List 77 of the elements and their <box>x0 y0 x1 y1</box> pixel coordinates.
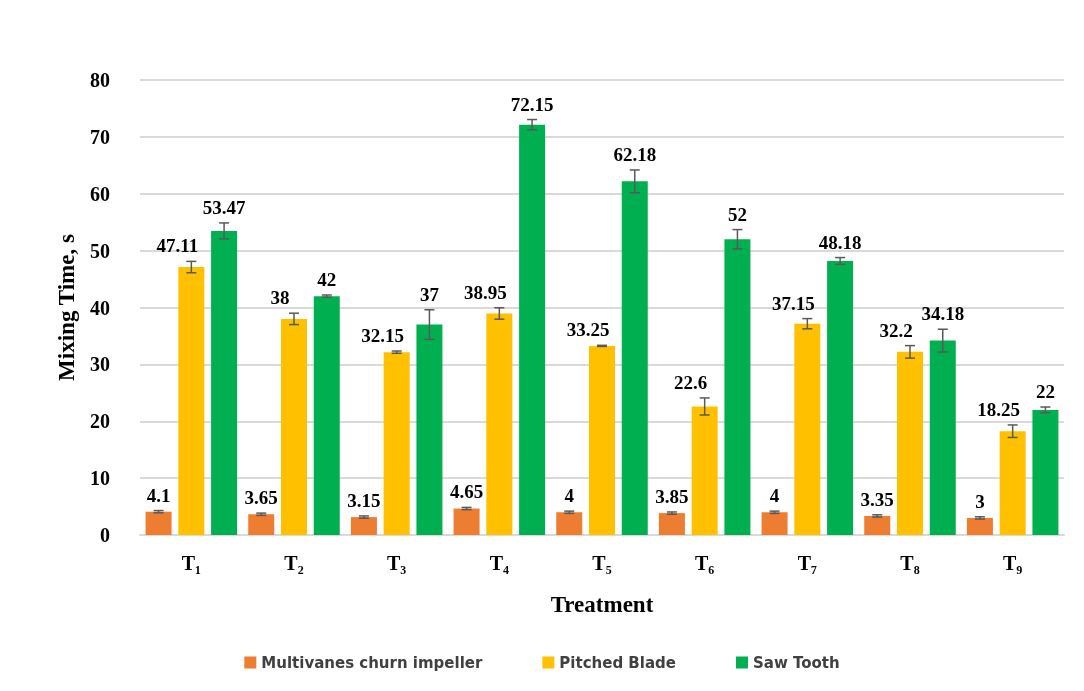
bar <box>248 514 275 535</box>
x-tick-label: T₈ <box>900 552 920 574</box>
x-tick-label: T₃ <box>386 552 407 574</box>
data-label: 3.35 <box>860 488 894 510</box>
data-label: 53.47 <box>202 196 246 218</box>
x-axis-title: Treatment <box>550 592 654 617</box>
legend-label: Multivanes churn impeller <box>261 653 483 672</box>
data-label: 42 <box>317 268 337 290</box>
x-tick-label: T₂ <box>284 552 304 574</box>
legend-label: Pitched Blade <box>559 653 676 672</box>
data-label: 3.85 <box>655 485 689 507</box>
bar <box>350 517 377 535</box>
data-label: 22 <box>1035 381 1055 403</box>
y-tick-label: 30 <box>90 353 110 376</box>
bar <box>794 323 821 535</box>
data-label: 37.15 <box>771 292 815 314</box>
bar <box>897 351 923 535</box>
bar <box>453 508 480 535</box>
data-label: 48.18 <box>818 231 862 253</box>
bar <box>658 513 685 535</box>
bar <box>589 345 615 535</box>
data-label: 4.65 <box>449 481 484 503</box>
data-label: 3 <box>975 490 985 512</box>
bar <box>864 515 891 535</box>
data-label: 38.95 <box>463 281 507 303</box>
bar <box>999 431 1026 535</box>
data-label: 18.25 <box>977 398 1021 420</box>
data-label: 3.15 <box>347 489 381 511</box>
bar <box>383 352 410 535</box>
y-tick-label: 60 <box>90 182 110 205</box>
x-tick-label: T₄ <box>489 552 510 574</box>
y-tick-label: 10 <box>90 467 110 490</box>
bar <box>145 511 172 535</box>
y-tick-label: 50 <box>90 239 110 262</box>
y-axis-title: Mixing Time, s <box>54 234 79 381</box>
y-tick-label: 40 <box>90 296 110 319</box>
bar <box>621 181 648 535</box>
bar <box>178 267 205 535</box>
bar <box>929 340 956 535</box>
data-label: 62.18 <box>613 143 657 165</box>
y-tick-label: 20 <box>90 410 110 433</box>
bar <box>761 512 788 535</box>
data-label: 32.15 <box>361 325 405 347</box>
bar <box>966 517 993 535</box>
data-label: 37 <box>419 283 440 305</box>
data-label: 38 <box>270 287 290 309</box>
legend-label: Saw Tooth <box>752 653 840 672</box>
y-tick-label: 80 <box>90 69 110 91</box>
x-tick-label: T₉ <box>1002 552 1023 574</box>
data-label: 22.6 <box>674 371 708 393</box>
bar <box>519 124 546 535</box>
x-tick-label: T₇ <box>797 552 818 574</box>
bar <box>691 406 718 535</box>
data-label: 4 <box>564 485 575 507</box>
data-label: 52 <box>727 203 747 225</box>
x-tick-label: T₅ <box>592 552 612 574</box>
data-label: 32.2 <box>879 319 913 341</box>
x-tick-label: T₆ <box>694 552 715 574</box>
bar <box>416 324 443 535</box>
x-tick-label: T₁ <box>181 552 202 574</box>
data-label: 33.25 <box>566 319 610 341</box>
bar <box>313 296 340 535</box>
bar <box>281 318 307 535</box>
bar <box>556 512 583 535</box>
data-label: 34.18 <box>921 303 965 325</box>
data-label: 72.15 <box>510 93 554 115</box>
bar <box>827 260 854 535</box>
bar <box>486 313 513 535</box>
bar <box>211 230 238 535</box>
y-tick-label: 0 <box>100 524 110 546</box>
data-label: 47.11 <box>156 235 199 257</box>
data-label: 3.65 <box>244 487 278 509</box>
data-label: 4 <box>769 485 780 507</box>
bar <box>724 239 751 535</box>
data-label: 4.1 <box>146 484 171 506</box>
y-tick-label: 70 <box>90 125 110 148</box>
bar <box>1032 409 1059 535</box>
